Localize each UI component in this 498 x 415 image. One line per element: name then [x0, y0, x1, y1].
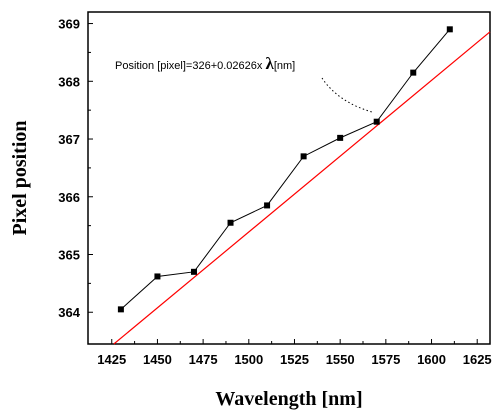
data-point: [337, 135, 343, 141]
y-tick-label: 367: [58, 132, 80, 147]
x-tick-label: 1550: [326, 352, 355, 367]
y-tick-label: 368: [58, 74, 80, 89]
data-point: [228, 220, 234, 226]
annotation-prefix: Position [pixel]=326+0.02626x: [115, 60, 265, 72]
data-point: [154, 273, 160, 279]
data-point: [410, 70, 416, 76]
y-axis-title: Pixel position: [9, 120, 31, 235]
data-point: [264, 202, 270, 208]
x-tick-label: 1425: [97, 352, 126, 367]
x-tick-label: 1525: [280, 352, 309, 367]
annotation-pointer: [322, 78, 372, 112]
x-tick-label: 1575: [371, 352, 400, 367]
fit-equation-annotation: Position [pixel]=326+0.02626x λ[nm]: [115, 54, 295, 73]
annotation-suffix: [nm]: [274, 60, 295, 72]
x-axis: 1425 1450 1475 1500 1525 1550 1575 1600 1625: [97, 339, 491, 367]
data-point: [301, 153, 307, 159]
fit-line: [114, 32, 490, 344]
y-tick-label: 364: [58, 305, 80, 320]
data-point: [191, 269, 197, 275]
plot-area: [114, 26, 490, 344]
data-point: [118, 306, 124, 312]
y-tick-label: 365: [58, 248, 80, 263]
x-tick-label: 1475: [189, 352, 218, 367]
data-point: [374, 119, 380, 125]
y-tick-label: 366: [58, 190, 80, 205]
y-tick-label: 369: [58, 17, 80, 32]
x-tick-label: 1500: [234, 352, 263, 367]
x-tick-label: 1600: [417, 352, 446, 367]
data-point: [447, 26, 453, 32]
x-axis-title: Wavelength [nm]: [215, 388, 362, 410]
x-tick-label: 1450: [143, 352, 172, 367]
x-tick-label: 1625: [463, 352, 492, 367]
